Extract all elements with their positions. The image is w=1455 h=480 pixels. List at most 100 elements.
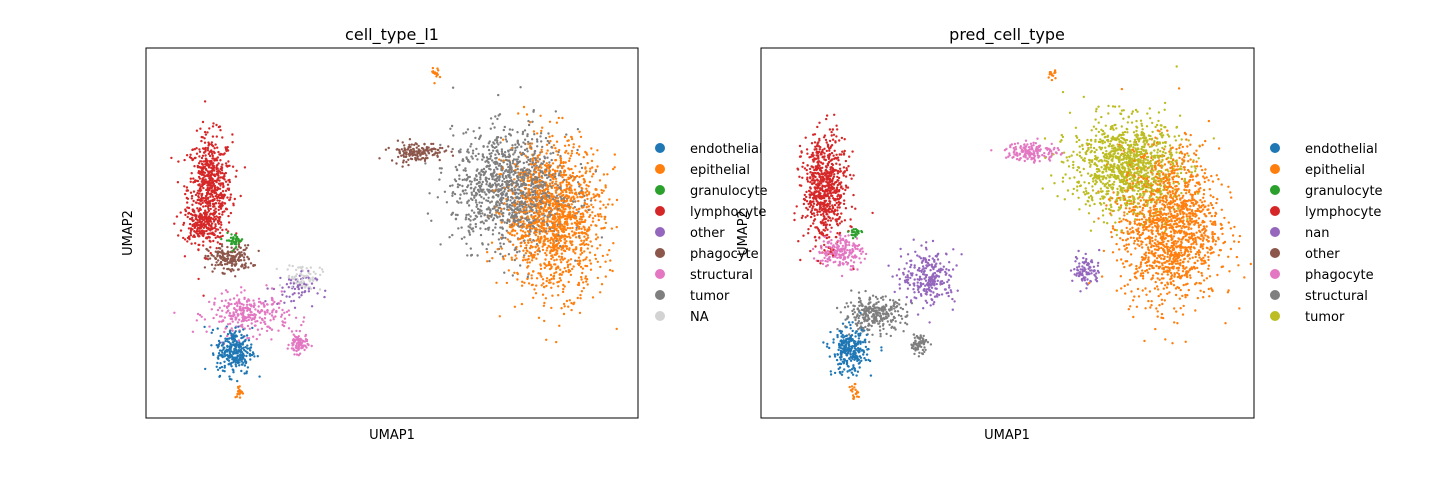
data-point [545, 338, 548, 341]
data-point [1194, 309, 1197, 312]
data-point [552, 274, 556, 278]
data-point [519, 264, 522, 267]
data-point [190, 242, 193, 245]
data-point [533, 170, 536, 173]
data-point [502, 242, 505, 246]
data-point [511, 211, 514, 214]
data-point [499, 198, 502, 201]
data-point [591, 166, 594, 169]
data-point [214, 217, 217, 221]
data-point [827, 219, 830, 222]
data-point [548, 169, 552, 173]
data-point [493, 178, 496, 182]
data-point [236, 248, 239, 251]
data-point [528, 237, 532, 241]
data-point [1103, 141, 1107, 144]
data-point [209, 212, 212, 215]
data-point [213, 169, 216, 172]
data-point [233, 359, 236, 363]
data-point [298, 352, 302, 355]
data-point [291, 293, 294, 296]
data-point [297, 292, 300, 295]
data-point [206, 193, 209, 196]
data-point [531, 208, 534, 212]
data-point [572, 146, 575, 149]
data-point [559, 239, 562, 242]
data-point [491, 177, 494, 181]
data-point [490, 185, 494, 188]
data-point [576, 296, 579, 300]
data-point [475, 192, 479, 195]
data-point [531, 120, 534, 124]
data-point [475, 178, 479, 182]
data-point [208, 202, 212, 205]
data-point [395, 148, 398, 151]
data-point [209, 195, 212, 198]
data-point [572, 207, 575, 210]
data-point [217, 150, 220, 154]
data-point [436, 148, 440, 152]
data-point [500, 168, 503, 172]
data-point [527, 223, 531, 227]
data-point [194, 221, 197, 224]
data-point [263, 321, 266, 324]
data-point [519, 191, 522, 194]
data-point [558, 164, 562, 167]
data-point [583, 235, 586, 238]
data-point [581, 267, 585, 270]
data-point [551, 202, 555, 205]
data-point [583, 194, 586, 198]
data-point [505, 183, 508, 186]
data-point [481, 190, 484, 193]
data-point [543, 205, 547, 209]
data-point [553, 237, 557, 240]
data-point [220, 243, 224, 246]
data-point [530, 215, 533, 218]
data-point [559, 244, 562, 248]
data-point [537, 205, 540, 209]
data-point [579, 243, 582, 246]
data-point [496, 216, 499, 219]
data-point [470, 155, 473, 158]
data-point [576, 224, 579, 227]
data-point [194, 213, 197, 216]
data-point [499, 141, 502, 144]
data-point [551, 244, 555, 247]
data-point [184, 192, 187, 196]
data-point [205, 330, 208, 333]
data-point [222, 177, 225, 180]
data-point [596, 236, 599, 239]
data-point [588, 251, 592, 254]
data-point [232, 236, 235, 239]
data-point [568, 210, 572, 213]
data-point [538, 172, 541, 175]
data-point [547, 191, 551, 194]
data-point [590, 197, 593, 200]
data-point [197, 162, 201, 165]
data-point [493, 168, 496, 172]
data-point [231, 238, 234, 242]
data-point [571, 215, 574, 218]
data-point [285, 295, 288, 298]
data-point [176, 181, 180, 184]
data-point [308, 280, 311, 283]
data-point [281, 308, 284, 312]
data-point [594, 187, 597, 191]
data-point [1092, 146, 1096, 150]
data-point [229, 196, 232, 199]
data-point [215, 365, 218, 368]
data-point [461, 178, 464, 182]
data-point [542, 189, 545, 192]
data-point [288, 264, 291, 267]
data-point [521, 280, 524, 283]
data-point [238, 253, 242, 257]
data-point [469, 223, 472, 226]
data-point [557, 239, 560, 242]
data-point [245, 246, 248, 250]
data-point [214, 225, 217, 228]
data-point [227, 179, 230, 182]
data-point [565, 180, 568, 184]
data-point [489, 155, 493, 158]
legend-marker [655, 143, 665, 153]
data-point [550, 185, 553, 188]
